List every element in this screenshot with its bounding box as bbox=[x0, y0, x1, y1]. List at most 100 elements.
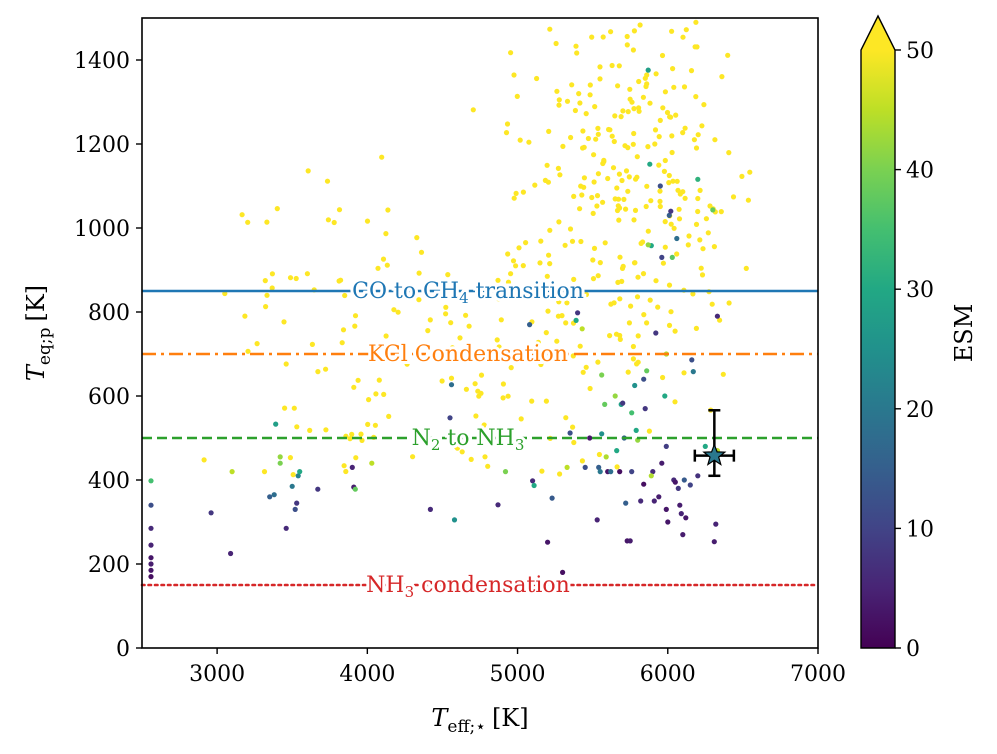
scatter-point-high-esm bbox=[647, 297, 653, 303]
scatter-point-high-esm bbox=[352, 323, 358, 329]
scatter-point-high-esm bbox=[607, 333, 613, 339]
scatter-point-high-esm bbox=[597, 260, 603, 266]
scatter-point-high-esm bbox=[500, 381, 506, 387]
scatter-point-high-esm bbox=[620, 263, 626, 269]
scatter-point bbox=[710, 207, 716, 213]
scatter-point bbox=[229, 469, 235, 475]
scatter-point-high-esm bbox=[556, 299, 562, 305]
scatter-point-high-esm bbox=[630, 141, 636, 147]
scatter-point bbox=[657, 183, 663, 189]
scatter-point-high-esm bbox=[644, 81, 650, 87]
scatter-point-high-esm bbox=[494, 337, 500, 343]
scatter-point bbox=[495, 502, 501, 508]
scatter-point-high-esm bbox=[482, 454, 488, 460]
scatter-point bbox=[617, 469, 623, 475]
scatter-point-high-esm bbox=[617, 336, 623, 342]
scatter-point-high-esm bbox=[261, 469, 268, 475]
scatter-point-high-esm bbox=[516, 245, 522, 251]
scatter-point-high-esm bbox=[580, 369, 586, 375]
scatter-point-high-esm bbox=[614, 185, 620, 191]
scatter-point-high-esm bbox=[523, 240, 529, 246]
scatter-point-high-esm bbox=[544, 273, 550, 279]
scatter-point bbox=[632, 382, 638, 389]
scatter-point-high-esm bbox=[556, 219, 562, 225]
scatter-point-high-esm bbox=[472, 381, 478, 387]
scatter-point-high-esm bbox=[593, 136, 599, 142]
scatter-point-high-esm bbox=[583, 364, 589, 370]
scatter-point-high-esm bbox=[594, 193, 601, 199]
scatter-point bbox=[689, 357, 695, 363]
scatter-point-high-esm bbox=[464, 299, 470, 305]
scatter-point-high-esm bbox=[653, 71, 659, 77]
scatter-point-high-esm bbox=[597, 64, 603, 70]
x-axis-label: Teff;⋆ [K] bbox=[431, 704, 528, 737]
scatter-point-high-esm bbox=[676, 216, 683, 222]
scatter-point-high-esm bbox=[505, 279, 512, 285]
scatter-point-high-esm bbox=[555, 165, 562, 171]
scatter-point-high-esm bbox=[653, 278, 659, 284]
scatter-point-high-esm bbox=[414, 235, 420, 241]
scatter-point-high-esm bbox=[352, 313, 359, 319]
x-tick-label: 4000 bbox=[339, 662, 395, 687]
scatter-point-high-esm bbox=[495, 277, 501, 283]
scatter-point bbox=[267, 494, 273, 500]
scatter-point-high-esm bbox=[540, 285, 547, 291]
scatter-points bbox=[148, 19, 753, 580]
scatter-point-high-esm bbox=[693, 145, 700, 151]
scatter-point bbox=[148, 502, 154, 508]
scatter-point bbox=[148, 567, 154, 573]
y-axis: 0 200 400 600 800 1000 1200 1400 bbox=[74, 49, 142, 662]
scatter-point-high-esm bbox=[625, 109, 631, 115]
scatter-point-high-esm bbox=[635, 359, 641, 365]
scatter-point-high-esm bbox=[594, 203, 600, 209]
scatter-point bbox=[656, 494, 662, 500]
scatter-point bbox=[228, 550, 234, 557]
scatter-point-high-esm bbox=[498, 317, 504, 323]
scatter-point-high-esm bbox=[274, 206, 280, 212]
scatter-point-high-esm bbox=[496, 344, 502, 350]
scatter-point-high-esm bbox=[640, 239, 646, 245]
x-tick-label: 7000 bbox=[790, 662, 846, 687]
scatter-point-high-esm bbox=[629, 99, 635, 105]
scatter-point-high-esm bbox=[691, 137, 698, 143]
scatter-point bbox=[681, 477, 687, 483]
colorbar-extend-arrow bbox=[861, 16, 895, 50]
scatter-point-high-esm bbox=[562, 242, 568, 248]
scatter-point-high-esm bbox=[513, 263, 519, 269]
scatter-point-high-esm bbox=[587, 82, 593, 88]
scatter-point-high-esm bbox=[331, 219, 337, 226]
scatter-point-high-esm bbox=[634, 154, 640, 160]
y-tick-label: 1000 bbox=[74, 217, 130, 242]
scatter-point-high-esm bbox=[543, 330, 549, 336]
scatter-point-high-esm bbox=[631, 260, 638, 266]
scatter-point-high-esm bbox=[600, 199, 606, 205]
reference-line-label: N2 to NH3 bbox=[412, 426, 525, 454]
scatter-point-high-esm bbox=[254, 341, 260, 347]
scatter-point-high-esm bbox=[631, 217, 637, 223]
scatter-point-high-esm bbox=[341, 463, 347, 469]
colorbar-label: ESM bbox=[950, 304, 978, 363]
scatter-point-high-esm bbox=[384, 262, 390, 268]
scatter-point-high-esm bbox=[355, 377, 361, 383]
scatter-point-high-esm bbox=[526, 139, 532, 145]
scatter-point-high-esm bbox=[646, 428, 653, 434]
scatter-point-high-esm bbox=[323, 427, 329, 433]
scatter-point bbox=[575, 310, 581, 316]
scatter-point-high-esm bbox=[425, 328, 431, 334]
scatter-point-high-esm bbox=[475, 388, 481, 394]
scatter-point-high-esm bbox=[508, 50, 514, 56]
scatter-point-high-esm bbox=[698, 265, 704, 271]
scatter-point-high-esm bbox=[283, 361, 289, 367]
scatter-point-high-esm bbox=[556, 97, 562, 103]
scatter-point-high-esm bbox=[620, 108, 626, 114]
scatter-point-high-esm bbox=[579, 458, 586, 464]
scatter-point-high-esm bbox=[343, 468, 349, 475]
scatter-point-high-esm bbox=[520, 263, 526, 269]
scatter-point-high-esm bbox=[705, 230, 711, 236]
scatter-point-high-esm bbox=[637, 22, 643, 28]
scatter-point-high-esm bbox=[463, 386, 469, 392]
scatter-point-high-esm bbox=[416, 270, 422, 276]
scatter-point-high-esm bbox=[611, 300, 617, 306]
scatter-point-high-esm bbox=[591, 245, 598, 251]
